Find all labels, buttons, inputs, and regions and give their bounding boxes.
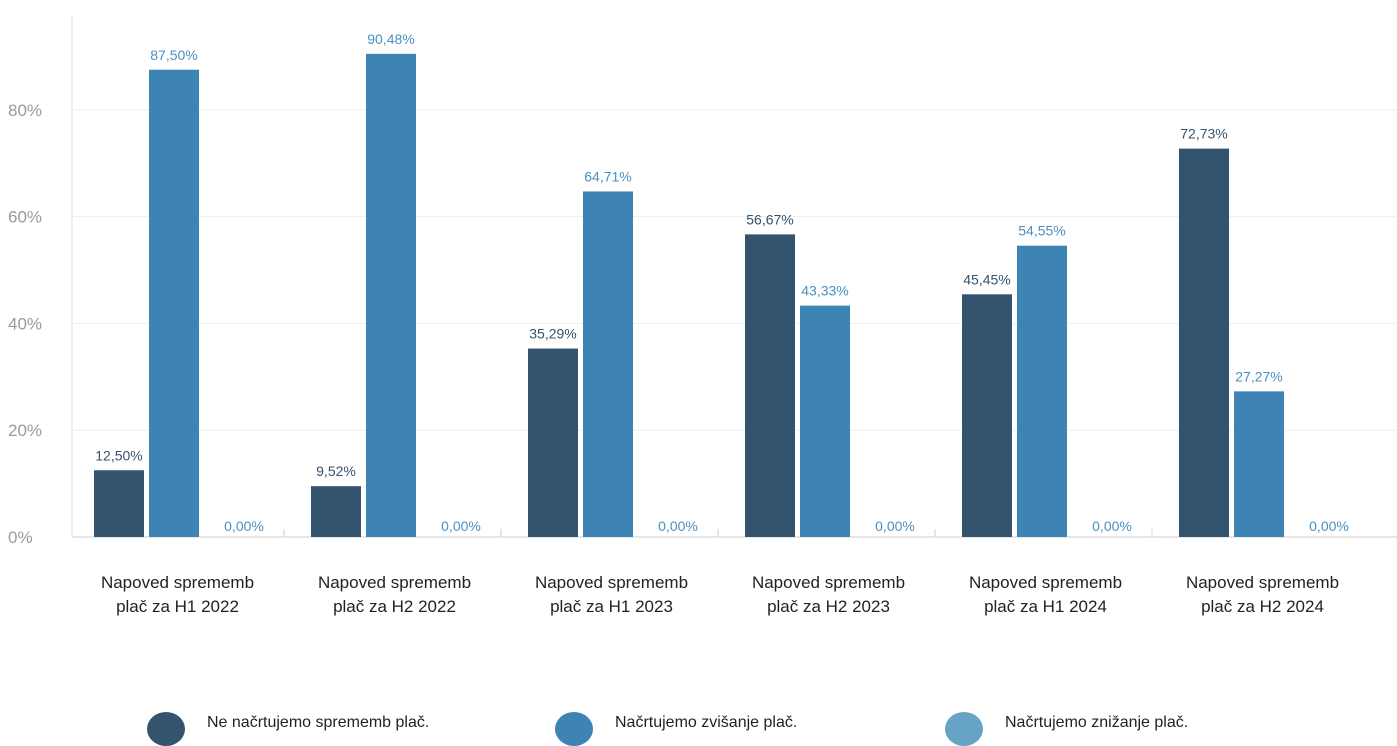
x-tick-label: Napoved sprememb xyxy=(1186,573,1339,592)
data-label: 9,52% xyxy=(316,463,356,479)
data-label: 0,00% xyxy=(875,518,915,534)
x-tick-label: Napoved sprememb xyxy=(535,573,688,592)
bar[interactable] xyxy=(745,234,795,537)
data-label: 0,00% xyxy=(658,518,698,534)
x-tick-label: plač za H1 2023 xyxy=(550,597,673,616)
gridlines xyxy=(72,109,1397,431)
legend-label: Ne načrtujemo sprememb plač. xyxy=(207,714,430,731)
legend-swatch xyxy=(147,712,185,746)
data-labels: 12,50% 87,50% 0,00% 9,52% 90,48% 0,00% 35,29% 6… xyxy=(95,31,1349,534)
bar[interactable] xyxy=(366,53,416,538)
bar-chart: 0% 20% 40% 60% 80% 12,50% 87,50% 0,00% 9,52% 90,… xyxy=(8,14,1397,616)
bars xyxy=(94,53,1284,538)
x-axis xyxy=(72,529,1397,538)
x-tick-label: plač za H1 2022 xyxy=(116,597,239,616)
data-label: 0,00% xyxy=(1092,518,1132,534)
data-label: 72,73% xyxy=(1180,126,1227,142)
legend-label: Načrtujemo znižanje plač. xyxy=(1005,714,1189,731)
bar[interactable] xyxy=(528,348,578,537)
bar[interactable] xyxy=(311,486,361,537)
legend-label: Načrtujemo zvišanje plač. xyxy=(615,714,798,731)
x-tick-label: plač za H2 2023 xyxy=(767,597,890,616)
bar[interactable] xyxy=(1234,391,1284,537)
data-label: 27,27% xyxy=(1235,368,1282,384)
data-label: 56,67% xyxy=(746,211,793,227)
data-label: 43,33% xyxy=(801,283,848,299)
bar[interactable] xyxy=(1017,245,1067,537)
bar[interactable] xyxy=(800,305,850,537)
bar[interactable] xyxy=(94,470,144,537)
y-tick-label: 40% xyxy=(8,314,42,333)
bar[interactable] xyxy=(149,69,199,537)
bar[interactable] xyxy=(583,191,633,537)
bar[interactable] xyxy=(962,294,1012,537)
data-label: 0,00% xyxy=(441,518,481,534)
bar[interactable] xyxy=(1179,148,1229,537)
legend-swatch xyxy=(555,712,593,746)
y-axis: 0% 20% 40% 60% 80% xyxy=(8,14,73,547)
legend-item-increase[interactable]: Načrtujemo zvišanje plač. xyxy=(555,712,797,746)
y-tick-label: 20% xyxy=(8,421,42,440)
x-tick-label: Napoved sprememb xyxy=(318,573,471,592)
x-tick-label: Napoved sprememb xyxy=(752,573,905,592)
x-tick-label: Napoved sprememb xyxy=(101,573,254,592)
data-label: 12,50% xyxy=(95,447,142,463)
data-label: 64,71% xyxy=(584,168,631,184)
y-tick-label: 80% xyxy=(8,101,42,120)
legend-swatch xyxy=(945,712,983,746)
data-label: 90,48% xyxy=(367,31,414,47)
x-tick-label: Napoved sprememb xyxy=(969,573,1122,592)
data-label: 54,55% xyxy=(1018,223,1065,239)
x-tick-label: plač za H2 2022 xyxy=(333,597,456,616)
data-label: 0,00% xyxy=(1309,518,1349,534)
data-label: 0,00% xyxy=(224,518,264,534)
category-labels: Napoved sprememb plač za H1 2022 Napoved s… xyxy=(101,573,1339,616)
legend-item-decrease[interactable]: Načrtujemo znižanje plač. xyxy=(945,712,1188,746)
legend-item-no-change[interactable]: Ne načrtujemo sprememb plač. xyxy=(147,712,429,746)
x-tick-label: plač za H2 2024 xyxy=(1201,597,1324,616)
data-label: 35,29% xyxy=(529,326,576,342)
y-tick-label: 60% xyxy=(8,208,42,227)
y-tick-label: 0% xyxy=(8,528,33,547)
legend: Ne načrtujemo sprememb plač. Načrtujemo … xyxy=(0,712,1397,746)
x-tick-label: plač za H1 2024 xyxy=(984,597,1107,616)
data-label: 45,45% xyxy=(963,271,1010,287)
data-label: 87,50% xyxy=(150,47,197,63)
